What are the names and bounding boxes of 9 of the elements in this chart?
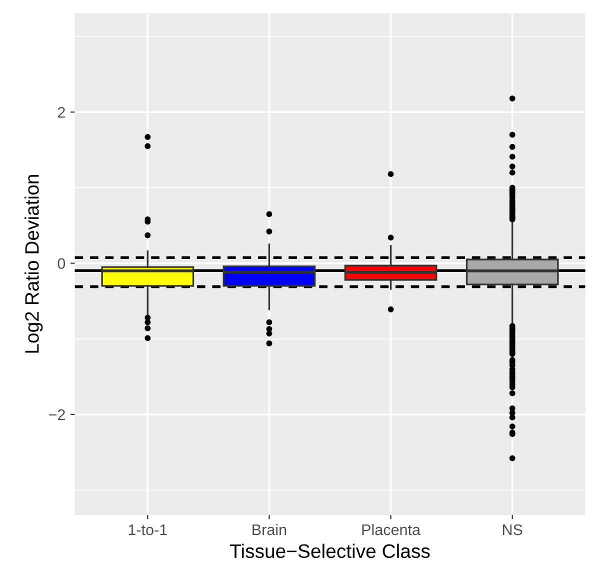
y-axis-title: Log2 Ratio Deviation [24, 175, 43, 353]
x-tick-label: 1-to-1 [128, 524, 167, 536]
y-tick-label: 0 [58, 258, 66, 269]
y-tick-label: 2 [58, 106, 65, 118]
x-tick-label: Brain [252, 524, 286, 536]
y-tick-label: −2 [49, 409, 65, 420]
x-tick-label: NS [502, 524, 522, 536]
x-tick-label: Placenta [362, 524, 421, 536]
x-axis-title: Tissue−Selective Class [230, 544, 430, 558]
